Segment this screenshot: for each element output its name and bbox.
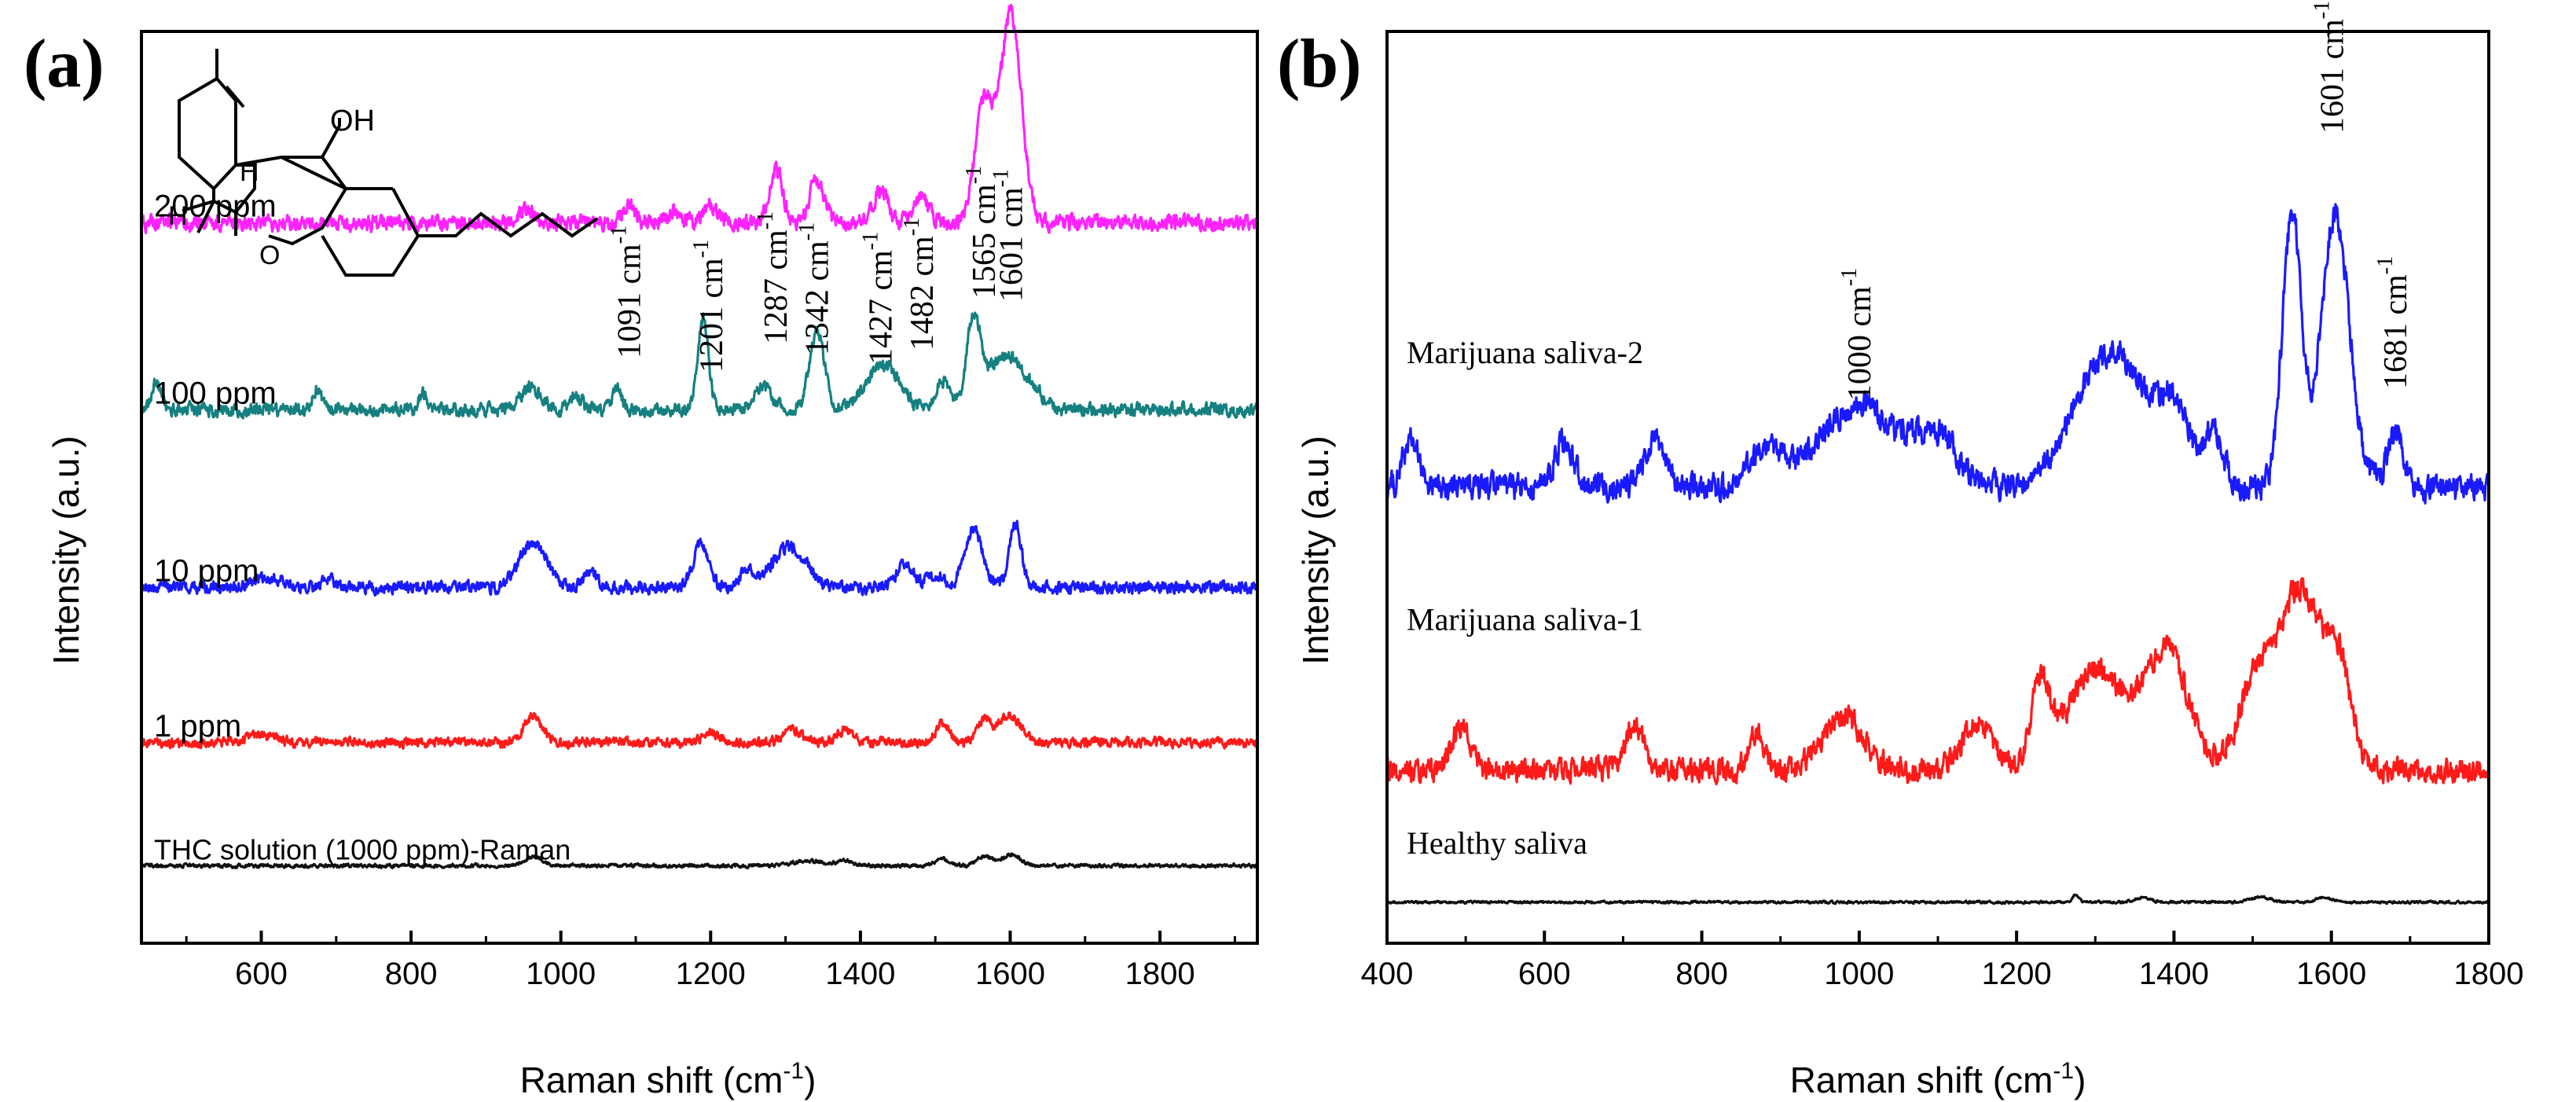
peak-annotation: 1342 cm-1	[795, 222, 836, 355]
peak-annotation-text: 1427 cm	[864, 250, 900, 365]
peak-annotation-sup: -1	[859, 232, 883, 250]
peak-annotation: 1201 cm-1	[689, 240, 730, 373]
peak-annotation-sup: -1	[962, 166, 986, 184]
peak-annotation-sup: -1	[2373, 256, 2398, 274]
plot-frame-b	[1385, 30, 2490, 945]
peak-annotation: 1565 cm-1	[962, 166, 1003, 299]
x-axis-ticks-b: 400 600 800 1000 1200 1400 1600 1800	[1361, 931, 2524, 991]
inset-label-h2: H	[168, 201, 188, 231]
bond-path-2	[178, 77, 218, 190]
x-tick-label: 1400	[825, 957, 895, 991]
series-label: Healthy saliva	[1407, 825, 1587, 861]
peak-annotation: 1427 cm-1	[859, 232, 900, 365]
series-label: Marijuana saliva-1	[1407, 602, 1643, 637]
peak-annotation: 1000 cm-1	[1837, 268, 1878, 401]
peak-annotation-sup: -1	[989, 169, 1013, 187]
peak-annotation-text: 1681 cm	[2378, 274, 2414, 389]
x-axis-label-a-close: )	[804, 1060, 816, 1100]
x-tick-label: 1600	[975, 957, 1045, 991]
x-axis-label-b-text: Raman shift (cm	[1790, 1060, 2053, 1100]
panel-label-b: (b)	[1277, 26, 1362, 102]
x-axis-label-a-text: Raman shift (cm	[520, 1060, 783, 1100]
peak-annotation-sup: -1	[689, 240, 714, 258]
x-tick-label: 1400	[2139, 957, 2209, 991]
peak-annotation-sup: -1	[2310, 1, 2335, 19]
series-line	[140, 311, 1259, 420]
series-group-b: Marijuana saliva-2 Marijuana saliva-1 Heal…	[1385, 203, 2490, 905]
double-bond	[225, 85, 245, 108]
x-axis-label-b: Raman shift (cm-1)	[1790, 1058, 2086, 1100]
peak-annotation-text: 1601 cm	[2315, 19, 2351, 134]
x-tick-label: 1000	[526, 957, 596, 991]
x-axis-label-a: Raman shift (cm-1)	[520, 1058, 816, 1100]
peak-annotation-sup: -1	[1837, 268, 1862, 286]
series-label: 1 ppm	[154, 709, 241, 744]
peak-annotation-text: 1342 cm	[800, 241, 836, 355]
x-tick-label: 1000	[1824, 957, 1894, 991]
inset-label-oh: OH	[330, 105, 375, 138]
peak-annotation: 1091 cm-1	[607, 226, 648, 358]
peak-annotation-sup: -1	[754, 211, 778, 230]
panel-b: (b) Intensity (a.u.) Raman shift (cm-1) …	[1277, 1, 2523, 1100]
pentyl-chain	[418, 211, 599, 238]
series-label: 100 ppm	[154, 376, 277, 410]
panel-a: (a) Intensity (a.u.) Raman shift (cm-1) …	[24, 3, 1259, 1100]
x-tick-label: 1200	[1982, 957, 2052, 991]
inset-label-o: O	[259, 241, 280, 270]
peak-annotation-text: 1482 cm	[905, 236, 941, 351]
panel-label-a: (a)	[24, 26, 105, 102]
x-tick-label: 800	[385, 957, 438, 991]
bond-path-4	[281, 156, 393, 190]
x-axis-label-a-sup: -1	[783, 1058, 804, 1084]
series-line	[140, 520, 1259, 597]
series-line	[1385, 203, 2490, 505]
series-line	[141, 852, 1259, 869]
peak-annotation-sup: -1	[795, 222, 820, 241]
peak-annotation-sup: -1	[607, 226, 631, 244]
bond-path-1	[212, 49, 256, 215]
methyl-bonds	[182, 200, 237, 236]
peak-annotation: 1287 cm-1	[754, 211, 794, 344]
x-tick-label: 1600	[2296, 957, 2366, 991]
plot-frame-a	[140, 30, 1259, 945]
series-line	[140, 711, 1258, 750]
aromatic-ring	[321, 188, 420, 277]
peak-annotation-text: 1201 cm	[694, 258, 730, 373]
peak-annotation: 1482 cm-1	[900, 218, 941, 351]
peak-annotation: 1681 cm-1	[2373, 256, 2414, 389]
y-axis-label-b: Intensity (a.u.)	[1295, 435, 1336, 664]
peak-annotation-text: 1565 cm	[967, 184, 1003, 299]
series-line	[140, 3, 1258, 234]
peak-annotation-text: 1000 cm	[1842, 286, 1878, 401]
peak-annotation: 1601 cm-1	[2310, 1, 2351, 134]
x-tick-label: 600	[235, 957, 288, 991]
peak-annotation-text: 1287 cm	[758, 230, 794, 344]
x-tick-label: 1800	[1125, 957, 1195, 991]
peak-annotation-text: 1601 cm	[993, 187, 1029, 302]
series-line	[1385, 577, 2490, 786]
series-label: THC solution (1000 ppm)-Raman	[154, 833, 571, 865]
x-tick-label: 600	[1518, 957, 1571, 991]
x-tick-label: 400	[1361, 957, 1414, 991]
peak-annotation-sup: -1	[900, 218, 924, 236]
x-axis-label-b-close: )	[2074, 1060, 2086, 1100]
series-label: 10 ppm	[154, 554, 259, 589]
bond-path-5	[321, 118, 341, 158]
series-line	[1385, 893, 2490, 905]
peak-annotation-text: 1091 cm	[611, 244, 648, 358]
peak-annotation: 1601 cm-1	[989, 169, 1029, 302]
thc-structure-inset	[178, 49, 599, 277]
inset-label-h1: H	[240, 157, 259, 187]
x-axis-label-b-sup: -1	[2053, 1058, 2074, 1084]
x-tick-label: 800	[1675, 957, 1728, 991]
series-label: Marijuana saliva-2	[1407, 335, 1643, 370]
x-tick-label: 1200	[676, 957, 746, 991]
y-axis-label-a: Intensity (a.u.)	[46, 435, 86, 664]
x-tick-label: 1800	[2454, 957, 2524, 991]
x-axis-ticks-a: 600 800 1000 1200 1400 1600 1800	[185, 931, 1236, 991]
